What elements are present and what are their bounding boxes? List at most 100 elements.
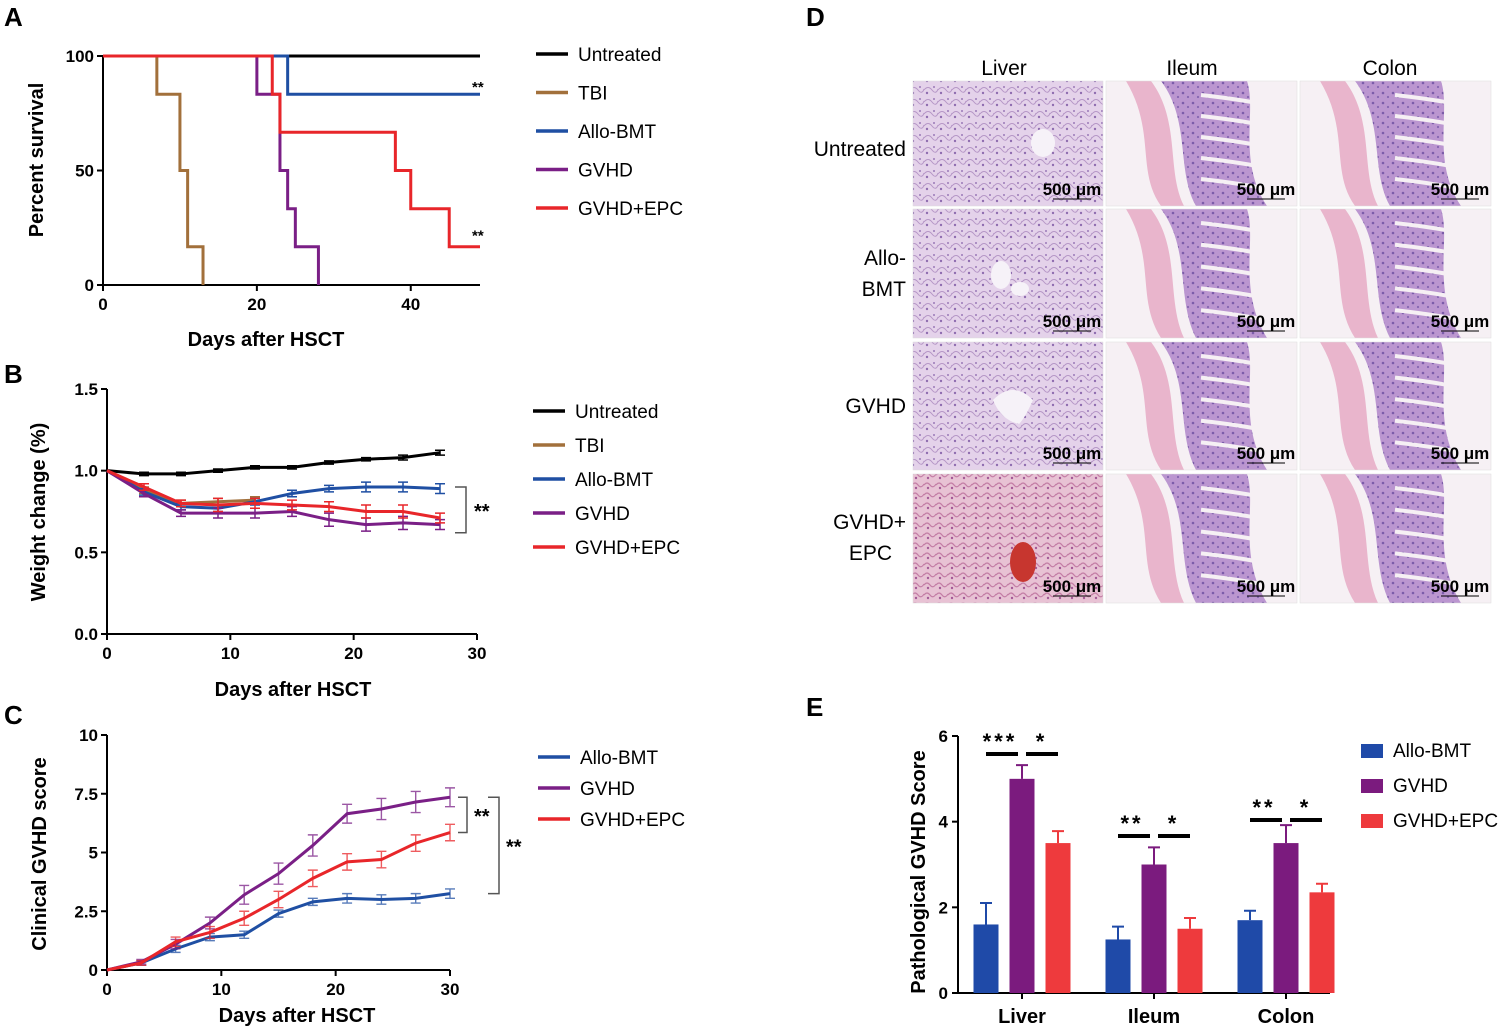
tile-border xyxy=(912,208,1104,339)
b-significance-bracket xyxy=(455,486,467,534)
villus-gap xyxy=(1394,375,1472,392)
c-legend-label: Allo-BMT xyxy=(580,748,659,769)
tile-border xyxy=(1299,341,1492,471)
liver-tissue xyxy=(913,474,1103,603)
e-error-bar xyxy=(1148,846,1160,865)
e-y-tick-label: 4 xyxy=(939,813,949,832)
scale-bar-label: 500 μm xyxy=(1043,180,1102,199)
a-xlabel: Days after HSCT xyxy=(188,329,345,351)
villus-gap xyxy=(1394,135,1472,151)
e-legend-label: GVHD+EPC xyxy=(1393,811,1498,832)
hist-col-liver: Liver xyxy=(981,57,1027,80)
a-significance-mark: ** xyxy=(472,228,484,245)
villus-gap xyxy=(1394,440,1472,457)
villus-gap xyxy=(1394,418,1472,435)
mucosa-layer xyxy=(1355,209,1461,338)
c-legend: Allo-BMT GVHD GVHD+EPC xyxy=(538,748,685,831)
e-legend: Allo-BMT GVHD GVHD+EPC xyxy=(1361,741,1498,832)
a-ylabel: Percent survival xyxy=(26,83,48,238)
vessel-lumen xyxy=(991,261,1011,289)
a-legend: Untreated TBI Allo-BMT GVHD GVHD+EPC xyxy=(536,45,683,220)
mucosa-layer xyxy=(1355,342,1461,470)
scale-bar-label: 500 μm xyxy=(1043,444,1102,463)
tile-border xyxy=(1299,208,1492,339)
hist-row-gvhd: GVHD xyxy=(845,395,906,418)
muscularis-layer xyxy=(1126,81,1184,206)
scale-bar-label: 500 μm xyxy=(1237,444,1296,463)
vessel-lumen xyxy=(1031,129,1055,157)
a-legend-label: GVHD+EPC xyxy=(578,199,683,220)
panel-label-c: C xyxy=(4,700,23,730)
liver-tissue xyxy=(913,81,1103,206)
mucosa-layer xyxy=(1161,474,1267,603)
e-error-bar xyxy=(1280,824,1292,844)
a-legend-label: GVHD xyxy=(578,161,633,182)
e-legend-label: Allo-BMT xyxy=(1393,741,1472,762)
c-y-tick-label: 5 xyxy=(89,844,98,863)
c-series-allobmt xyxy=(106,892,451,972)
e-significance-mark: *** xyxy=(983,729,1018,754)
e-significance-mark: * xyxy=(1036,729,1045,754)
histology-tile: 500 μm xyxy=(1299,208,1492,339)
c-x-tick-label: 30 xyxy=(441,980,460,999)
c-legend-label: GVHD xyxy=(580,779,635,800)
b-significance-mark: ** xyxy=(474,501,490,523)
tile-border xyxy=(1105,208,1298,339)
villus-gap xyxy=(1200,177,1278,193)
hist-row-allobmt-line2: BMT xyxy=(862,278,907,301)
villus-gap xyxy=(1394,573,1472,590)
c-legend-label: GVHD+EPC xyxy=(580,810,685,831)
a-y-tick-label: 0 xyxy=(85,276,94,295)
c-significance-bracket xyxy=(488,796,500,895)
a-x-tick-label: 20 xyxy=(247,295,266,314)
a-series-allobmt xyxy=(103,54,480,96)
b-series-allobmt xyxy=(106,469,441,510)
a-legend-label: Untreated xyxy=(578,45,661,66)
tile-border xyxy=(1105,80,1298,207)
hemorrhage xyxy=(1010,542,1036,582)
c-x-tick-label: 0 xyxy=(102,980,111,999)
panel-label-b: B xyxy=(4,359,23,389)
a-series-gvhd xyxy=(103,54,320,285)
villus-gap xyxy=(1200,156,1278,172)
villus-gap xyxy=(1394,507,1472,524)
e-error-bar xyxy=(1016,764,1028,779)
histology-tile: 500 μm xyxy=(912,473,1104,604)
e-significance-mark: ** xyxy=(1252,795,1275,820)
e-bar xyxy=(1009,778,1035,993)
hist-row-allobmt-line1: Allo- xyxy=(864,247,906,270)
b-xlabel: Days after HSCT xyxy=(215,679,372,701)
muscularis-layer xyxy=(1320,209,1378,338)
b-ylabel: Weight change (%) xyxy=(28,423,50,602)
muscularis-layer xyxy=(1320,81,1378,206)
c-x-tick-label: 20 xyxy=(326,980,345,999)
scale-bar-label: 500 μm xyxy=(1431,180,1490,199)
b-y-tick-label: 1.5 xyxy=(74,380,98,399)
histology-tile: 500 μm xyxy=(1299,80,1492,207)
b-series-untreated xyxy=(106,451,441,476)
tile-border xyxy=(912,341,1104,471)
villus-gap xyxy=(1394,242,1472,259)
villus-gap xyxy=(1200,418,1278,435)
mucosa-layer xyxy=(1161,342,1267,470)
villus-gap xyxy=(1394,286,1472,303)
mucosa-layer xyxy=(1355,81,1461,206)
hist-row-gvhdepc-line2: EPC xyxy=(849,542,892,565)
c-significance-mark: ** xyxy=(474,806,490,828)
villus-gap xyxy=(1200,354,1278,370)
c-xlabel: Days after HSCT xyxy=(219,1005,376,1027)
e-error-bar xyxy=(1052,830,1064,844)
villus-gap xyxy=(1394,221,1472,237)
villus-gap xyxy=(1200,573,1278,590)
e-significance-mark: * xyxy=(1168,811,1177,836)
villus-gap xyxy=(1200,551,1278,568)
e-significance-mark: ** xyxy=(1120,811,1143,836)
e-bar xyxy=(1105,939,1131,993)
muscularis-layer xyxy=(1126,209,1184,338)
c-significance-bracket xyxy=(458,796,468,834)
e-y-tick-label: 6 xyxy=(939,727,948,746)
b-x-tick-label: 30 xyxy=(468,644,487,663)
b-legend-label: TBI xyxy=(575,436,605,457)
tile-border xyxy=(1299,473,1492,604)
mucosa-layer xyxy=(1161,209,1267,338)
